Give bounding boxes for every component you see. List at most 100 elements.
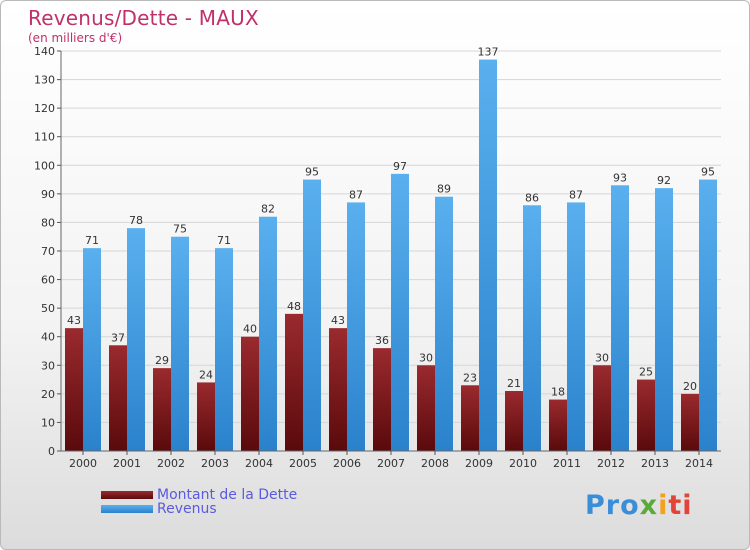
data-label-revenus: 71 (85, 234, 99, 247)
bar-revenus (83, 248, 101, 451)
x-tick-label: 2010 (509, 457, 537, 470)
bar-revenus (567, 202, 585, 451)
bar-dette (681, 393, 699, 451)
chart-legend: Montant de la Dette Revenus (101, 488, 297, 516)
bar-revenus (171, 236, 189, 451)
data-label-revenus: 87 (349, 188, 363, 201)
x-tick-label: 2006 (333, 457, 361, 470)
bar-dette (197, 382, 215, 451)
logo-part-2: x (639, 490, 659, 521)
bar-dette (241, 336, 259, 451)
bar-revenus (611, 185, 629, 452)
data-label-revenus: 95 (305, 166, 319, 179)
data-label-revenus: 95 (701, 166, 715, 179)
data-label-revenus: 86 (525, 191, 539, 204)
y-tick-label: 10 (41, 416, 55, 429)
legend-swatch-dette (101, 491, 153, 499)
x-tick-label: 2003 (201, 457, 229, 470)
bar-dette (373, 348, 391, 451)
bar-revenus (435, 196, 453, 451)
data-label-dette: 43 (331, 314, 345, 327)
x-tick-label: 2008 (421, 457, 449, 470)
y-tick-label: 50 (41, 302, 55, 315)
x-tick-label: 2013 (641, 457, 669, 470)
x-tick-label: 2014 (685, 457, 713, 470)
data-label-revenus: 78 (129, 214, 143, 227)
y-tick-label: 20 (41, 388, 55, 401)
legend-item-dette: Montant de la Dette (101, 488, 297, 502)
x-tick-label: 2005 (289, 457, 317, 470)
x-tick-label: 2000 (69, 457, 97, 470)
y-tick-label: 80 (41, 216, 55, 229)
data-label-dette: 48 (287, 300, 301, 313)
chart-title: Revenus/Dette - MAUX (28, 6, 259, 30)
data-label-revenus: 137 (478, 46, 499, 59)
data-label-dette: 18 (551, 386, 565, 399)
y-tick-label: 30 (41, 359, 55, 372)
bar-revenus (655, 188, 673, 451)
y-tick-label: 120 (34, 102, 55, 115)
y-tick-label: 0 (48, 445, 55, 458)
y-tick-label: 140 (34, 45, 55, 58)
legend-label-dette: Montant de la Dette (157, 487, 298, 503)
data-label-dette: 29 (155, 354, 169, 367)
logo-part-3: i (658, 490, 669, 521)
x-tick-label: 2001 (113, 457, 141, 470)
bar-revenus (127, 228, 145, 451)
y-tick-label: 110 (34, 131, 55, 144)
x-tick-label: 2007 (377, 457, 405, 470)
x-tick-label: 2004 (245, 457, 273, 470)
bar-revenus (391, 173, 409, 451)
bar-revenus (259, 216, 277, 451)
data-label-revenus: 71 (217, 234, 231, 247)
data-label-revenus: 82 (261, 203, 275, 216)
y-tick-label: 100 (34, 159, 55, 172)
x-tick-label: 2009 (465, 457, 493, 470)
bar-revenus (523, 205, 541, 451)
data-label-dette: 43 (67, 314, 81, 327)
data-label-dette: 23 (463, 371, 477, 384)
bar-dette (329, 328, 347, 451)
chart-subtitle: (en milliers d'€) (28, 31, 123, 45)
data-label-dette: 36 (375, 334, 389, 347)
bar-dette (417, 365, 435, 451)
bar-dette (153, 368, 171, 451)
data-label-revenus: 89 (437, 183, 451, 196)
data-label-dette: 25 (639, 366, 653, 379)
bar-dette (505, 391, 523, 451)
x-tick-label: 2011 (553, 457, 581, 470)
data-label-revenus: 87 (569, 188, 583, 201)
data-label-dette: 24 (199, 368, 213, 381)
data-label-dette: 40 (243, 323, 257, 336)
data-label-revenus: 92 (657, 174, 671, 187)
bar-dette (637, 379, 655, 451)
data-label-dette: 20 (683, 380, 697, 393)
data-label-dette: 30 (595, 351, 609, 364)
bar-dette (285, 313, 303, 451)
legend-item-revenus: Revenus (101, 502, 297, 516)
legend-label-revenus: Revenus (157, 501, 217, 517)
bar-dette (65, 328, 83, 451)
bar-revenus (215, 248, 233, 451)
y-tick-label: 90 (41, 188, 55, 201)
data-label-revenus: 75 (173, 223, 187, 236)
bar-revenus (303, 179, 321, 452)
y-tick-label: 70 (41, 245, 55, 258)
bar-dette (109, 345, 127, 451)
y-tick-label: 40 (41, 331, 55, 344)
bar-revenus (347, 202, 365, 451)
bar-dette (461, 385, 479, 451)
logo-part-4: ti (668, 490, 693, 521)
bar-revenus (699, 179, 717, 452)
bar-dette (593, 365, 611, 451)
data-label-revenus: 93 (613, 171, 627, 184)
data-label-dette: 30 (419, 351, 433, 364)
data-label-revenus: 97 (393, 160, 407, 173)
logo-part-1: Pro (585, 490, 640, 521)
x-tick-label: 2002 (157, 457, 185, 470)
y-tick-label: 60 (41, 274, 55, 287)
bar-dette (549, 399, 567, 451)
legend-swatch-revenus (101, 505, 153, 513)
